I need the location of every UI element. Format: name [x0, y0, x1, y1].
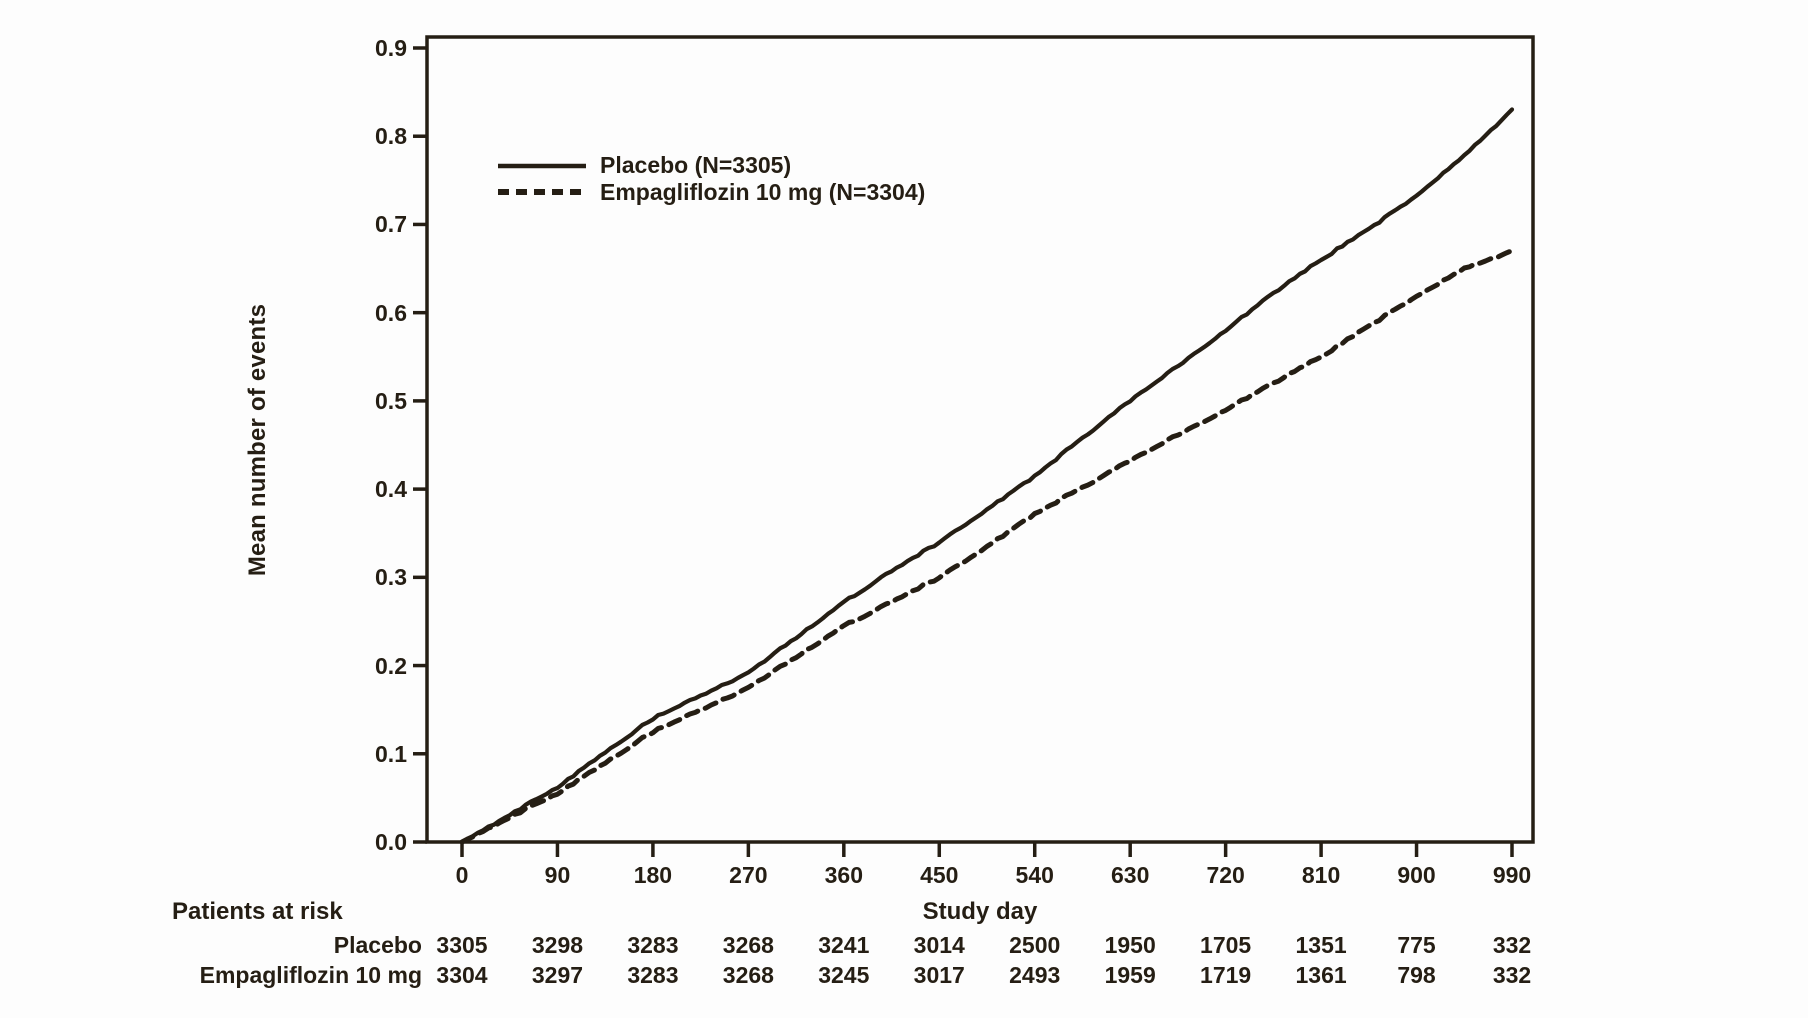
- risk-count: 3283: [627, 932, 679, 958]
- x-tick-label: 720: [1206, 862, 1245, 888]
- y-tick-label: 0.2: [375, 652, 407, 679]
- y-tick-label: 0.9: [375, 35, 407, 61]
- risk-count: 1705: [1200, 932, 1252, 958]
- risk-count: 798: [1397, 962, 1436, 988]
- x-tick-label: 0: [455, 862, 469, 888]
- risk-row-label-empagliflozin: Empagliflozin 10 mg: [199, 962, 422, 988]
- risk-count: 3241: [818, 932, 870, 958]
- x-tick-label: 540: [1015, 862, 1054, 888]
- risk-count: 3304: [436, 962, 488, 988]
- risk-count: 3283: [627, 962, 679, 988]
- x-tick-label: 90: [544, 862, 571, 888]
- x-tick-label: 900: [1397, 862, 1436, 888]
- risk-count: 3297: [531, 962, 584, 988]
- x-tick-label: 450: [920, 862, 959, 888]
- y-tick-label: 0.4: [375, 476, 407, 503]
- risk-count: 3268: [722, 962, 774, 988]
- risk-count: 3017: [913, 962, 965, 988]
- y-tick-label: 0.8: [375, 123, 407, 150]
- risk-count: 2493: [1009, 962, 1061, 988]
- y-tick-label: 0.6: [375, 299, 407, 326]
- risk-count: 1351: [1295, 932, 1347, 958]
- risk-count: 3245: [818, 962, 870, 988]
- y-tick-label: 0.1: [375, 740, 407, 767]
- x-tick-label: 360: [824, 862, 863, 888]
- risk-count: 1719: [1200, 962, 1252, 988]
- y-tick-label: 0.0: [375, 829, 407, 855]
- y-tick-label: 0.7: [375, 211, 407, 238]
- x-tick-label: 810: [1301, 862, 1341, 888]
- risk-count: 2500: [1009, 932, 1061, 958]
- legend-label-empagliflozin: Empagliflozin 10 mg (N=3304): [600, 179, 926, 205]
- series-line-placebo: [459, 107, 1515, 845]
- y-tick-label: 0.5: [375, 387, 407, 414]
- risk-count: 3268: [722, 932, 774, 958]
- legend-label-placebo: Placebo (N=3305): [600, 152, 792, 178]
- risk-row-label-placebo: Placebo: [333, 932, 422, 958]
- risk-count: 3014: [913, 932, 965, 958]
- risk-count: 1959: [1104, 962, 1156, 988]
- risk-count: 332: [1492, 932, 1532, 958]
- x-tick-label: 990: [1492, 862, 1532, 888]
- x-tick-label: 180: [633, 862, 673, 888]
- risk-count: 332: [1492, 962, 1532, 988]
- y-axis-title: Mean number of events: [244, 303, 271, 577]
- risk-count: 1950: [1104, 932, 1156, 958]
- x-tick-label: 270: [729, 862, 768, 888]
- patients-at-risk-header: Patients at risk: [172, 898, 343, 925]
- risk-count: 1361: [1295, 962, 1347, 988]
- y-tick-label: 0.3: [375, 564, 407, 591]
- plot-frame: [425, 35, 1535, 844]
- risk-count: 3305: [436, 932, 488, 958]
- series-line-empagliflozin: [459, 248, 1515, 845]
- risk-count: 3298: [531, 932, 584, 958]
- x-axis-title: Study day: [922, 898, 1038, 925]
- risk-count: 775: [1397, 932, 1436, 958]
- x-tick-label: 630: [1110, 862, 1150, 888]
